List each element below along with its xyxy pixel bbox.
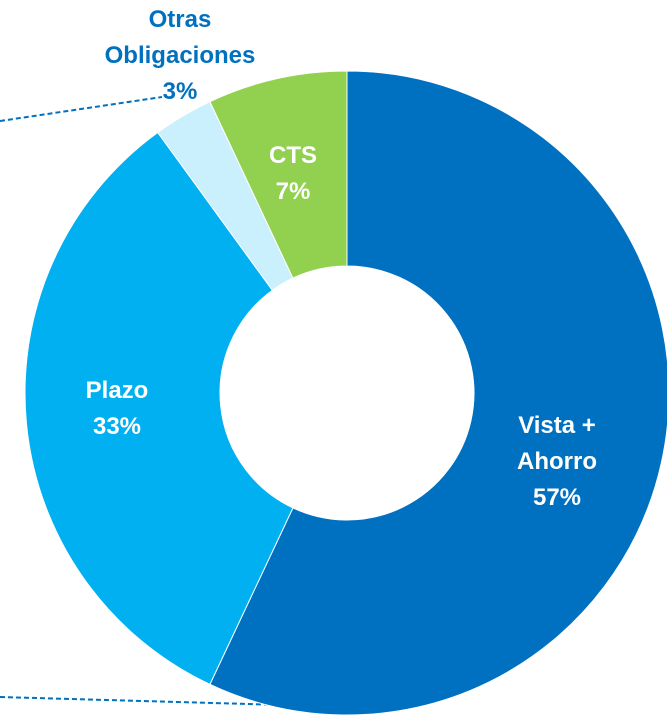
value-label: 57%	[532, 484, 582, 511]
leader-line	[0, 696, 356, 708]
slice-label: Vista + Ahorro 57%	[502, 408, 612, 516]
donut-slice	[209, 70, 667, 716]
value-label: 3%	[162, 78, 198, 105]
value-label: 7%	[275, 178, 311, 205]
slice-label: Plazo 33%	[62, 373, 172, 445]
slice-label: Otras Obligaciones 3%	[80, 2, 280, 110]
donut-slice	[24, 131, 294, 686]
category-name: Vista + Ahorro	[517, 412, 597, 475]
slice-label: CTS 7%	[248, 138, 338, 210]
donut-slice	[209, 70, 348, 279]
category-name: Plazo	[85, 377, 149, 404]
category-name: CTS	[269, 142, 317, 169]
leader-line	[0, 96, 163, 122]
category-name: Otras Obligaciones	[104, 6, 256, 69]
value-label: 33%	[92, 413, 142, 440]
